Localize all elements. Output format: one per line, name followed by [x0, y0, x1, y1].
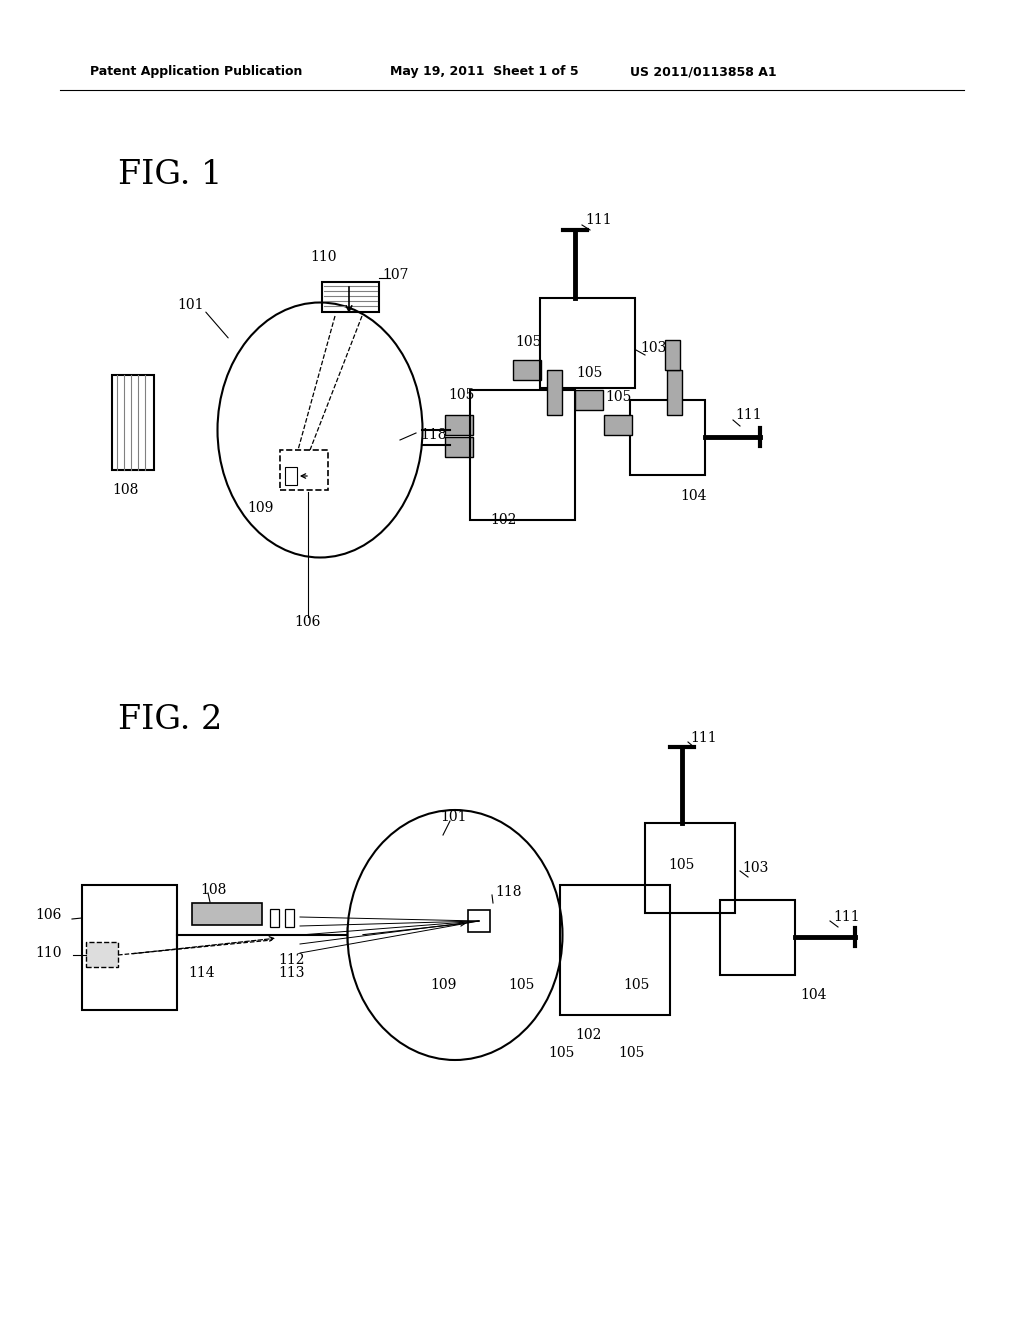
Bar [645, 822, 735, 913]
Bar [445, 437, 473, 457]
Text: Patent Application Publication: Patent Application Publication [90, 66, 302, 78]
Text: 105: 105 [509, 978, 535, 993]
Bar [540, 298, 635, 388]
Bar [193, 903, 262, 925]
Bar [445, 414, 473, 436]
Text: 108: 108 [200, 883, 226, 898]
Bar [86, 942, 118, 968]
Text: May 19, 2011  Sheet 1 of 5: May 19, 2011 Sheet 1 of 5 [390, 66, 579, 78]
Text: 109: 109 [430, 978, 457, 993]
Bar [547, 370, 562, 414]
Text: 111: 111 [585, 213, 611, 227]
Text: 105: 105 [575, 366, 602, 380]
Bar [285, 467, 297, 484]
Text: 110: 110 [36, 946, 62, 960]
Text: 109: 109 [248, 502, 274, 515]
Text: 101: 101 [440, 810, 467, 824]
Bar [270, 909, 279, 927]
Text: 118: 118 [495, 884, 521, 899]
Text: 103: 103 [640, 341, 667, 355]
Bar [82, 884, 177, 1010]
Text: 113: 113 [278, 966, 304, 979]
Text: 112: 112 [278, 953, 304, 968]
Bar [604, 414, 632, 436]
Bar [470, 389, 575, 520]
Text: 102: 102 [575, 1028, 601, 1041]
Text: 111: 111 [690, 731, 717, 744]
Bar [112, 375, 154, 470]
Text: 105: 105 [548, 1045, 574, 1060]
Text: 103: 103 [742, 861, 768, 875]
Text: 101: 101 [177, 298, 204, 312]
Bar [285, 909, 294, 927]
Text: 102: 102 [490, 513, 516, 527]
Text: 107: 107 [382, 268, 409, 282]
Text: 106: 106 [36, 908, 62, 921]
Text: 105: 105 [605, 389, 632, 404]
Bar [468, 909, 490, 932]
Text: 118: 118 [420, 428, 446, 442]
Text: FIG. 1: FIG. 1 [118, 158, 222, 191]
Bar [322, 282, 379, 312]
Text: 106: 106 [295, 615, 322, 630]
Text: 104: 104 [800, 987, 826, 1002]
Bar [513, 360, 541, 380]
Bar [665, 341, 680, 370]
Text: FIG. 2: FIG. 2 [118, 704, 222, 737]
Bar [667, 370, 682, 414]
Bar [560, 884, 670, 1015]
Bar [720, 900, 795, 975]
Text: 105: 105 [668, 858, 694, 873]
Text: 110: 110 [310, 249, 337, 264]
Text: 105: 105 [624, 978, 650, 993]
Text: 114: 114 [188, 966, 215, 979]
Text: 105: 105 [618, 1045, 644, 1060]
Text: 105: 105 [515, 335, 542, 348]
Text: 111: 111 [735, 408, 762, 422]
Bar [280, 450, 328, 490]
Text: 104: 104 [680, 488, 707, 503]
Text: 105: 105 [449, 388, 474, 403]
Text: US 2011/0113858 A1: US 2011/0113858 A1 [630, 66, 776, 78]
Bar [630, 400, 705, 475]
Text: 108: 108 [112, 483, 138, 498]
Bar [575, 389, 603, 411]
Text: 111: 111 [833, 909, 859, 924]
